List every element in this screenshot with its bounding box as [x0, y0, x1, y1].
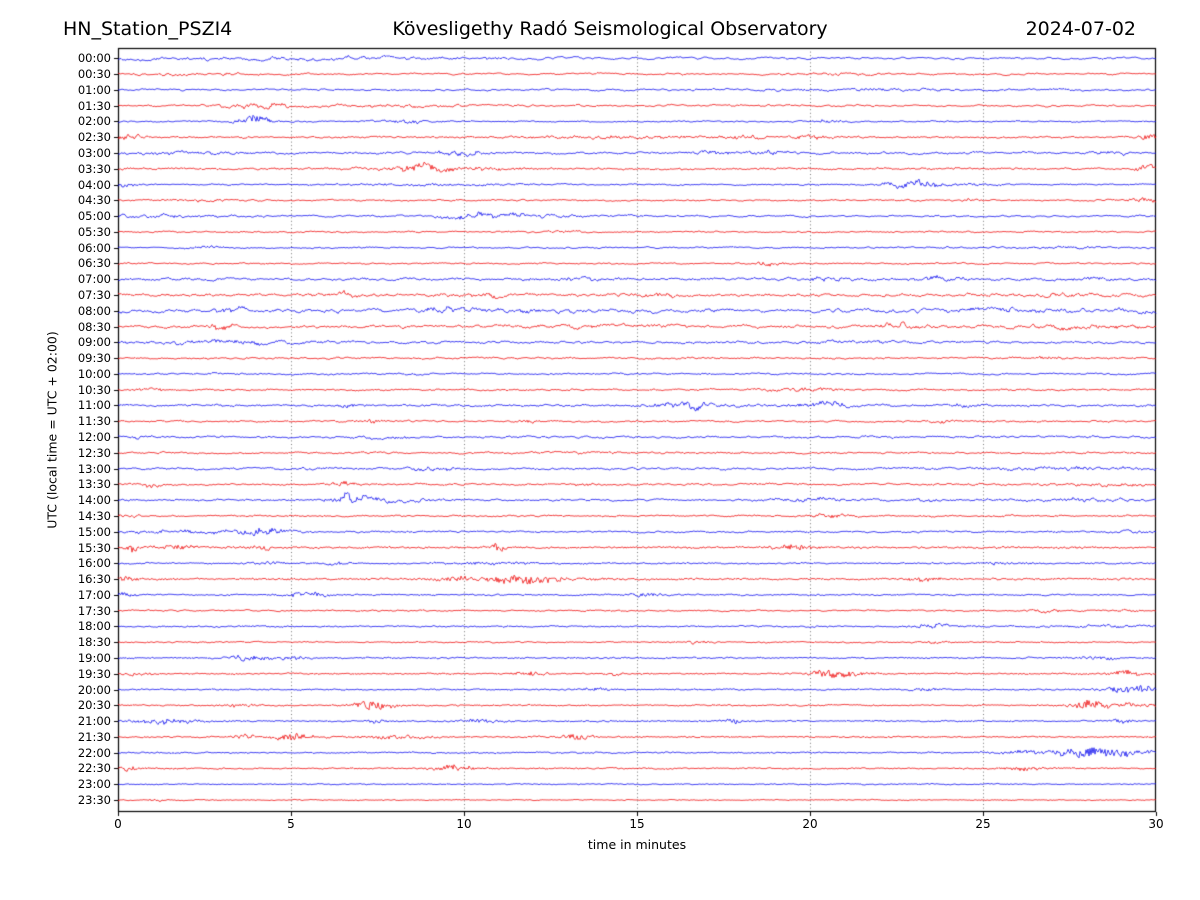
y-tick-label-03:00: 03:00 [77, 145, 111, 160]
y-tick-label-14:00: 14:00 [77, 493, 111, 508]
y-tick-label-05:00: 05:00 [77, 209, 111, 224]
y-tick-label-02:30: 02:30 [77, 130, 111, 145]
x-tick-label-30: 30 [1148, 817, 1164, 831]
y-tick-label-19:30: 19:30 [77, 666, 111, 681]
y-tick-label-06:00: 06:00 [77, 240, 111, 255]
y-tick-label-18:00: 18:00 [77, 619, 111, 634]
y-tick-label-22:00: 22:00 [77, 745, 111, 760]
y-tick-label-17:30: 17:30 [77, 603, 111, 618]
y-tick-label-11:00: 11:00 [77, 398, 111, 413]
y-tick-label-18:30: 18:30 [77, 635, 111, 650]
y-tick-label-12:00: 12:00 [77, 430, 111, 445]
y-tick-label-00:00: 00:00 [77, 51, 111, 66]
y-tick-label-20:00: 20:00 [77, 682, 111, 697]
x-tick-label-15: 15 [629, 817, 645, 831]
y-tick-label-20:30: 20:30 [77, 698, 111, 713]
y-tick-label-23:00: 23:00 [77, 777, 111, 792]
y-tick-label-08:30: 08:30 [77, 319, 111, 334]
y-tick-label-10:00: 10:00 [77, 366, 111, 381]
y-tick-label-01:00: 01:00 [77, 82, 111, 97]
y-tick-label-09:00: 09:00 [77, 335, 111, 350]
x-tick-label-20: 20 [802, 817, 818, 831]
x-tick-label-10: 10 [456, 817, 472, 831]
x-tick-label-5: 5 [287, 817, 295, 831]
y-tick-label-19:00: 19:00 [77, 650, 111, 665]
y-axis-label: UTC (local time = UTC + 02:00) [44, 331, 60, 529]
y-tick-label-03:30: 03:30 [77, 161, 111, 176]
y-tick-label-05:30: 05:30 [77, 224, 111, 239]
y-tick-label-06:30: 06:30 [77, 256, 111, 271]
y-tick-label-02:00: 02:00 [77, 114, 111, 129]
y-tick-label-12:30: 12:30 [77, 445, 111, 460]
y-tick-label-15:00: 15:00 [77, 524, 111, 539]
y-tick-label-08:00: 08:00 [77, 303, 111, 318]
y-tick-label-01:30: 01:30 [77, 98, 111, 113]
y-tick-label-13:00: 13:00 [77, 461, 111, 476]
y-tick-label-21:30: 21:30 [77, 729, 111, 744]
y-tick-label-07:30: 07:30 [77, 288, 111, 302]
y-tick-label-14:30: 14:30 [77, 508, 111, 523]
y-tick-label-04:30: 04:30 [77, 193, 111, 208]
x-axis-label: time in minutes [587, 837, 687, 852]
y-tick-label-16:30: 16:30 [77, 572, 111, 587]
x-tick-label-0: 0 [114, 817, 122, 831]
y-tick-label-00:30: 00:30 [77, 67, 111, 82]
y-tick-label-04:00: 04:00 [77, 177, 111, 192]
x-tick-label-25: 25 [975, 817, 991, 831]
y-tick-label-16:00: 16:00 [77, 556, 111, 571]
y-tick-label-13:30: 13:30 [77, 477, 111, 492]
y-tick-label-22:30: 22:30 [77, 761, 111, 776]
y-tick-label-07:00: 07:00 [77, 272, 111, 287]
y-tick-label-17:00: 17:00 [77, 587, 111, 602]
y-tick-label-23:30: 23:30 [77, 793, 111, 807]
y-tick-label-21:00: 21:00 [77, 714, 111, 729]
y-tick-label-15:30: 15:30 [77, 540, 111, 555]
y-tick-label-11:30: 11:30 [77, 414, 111, 429]
y-tick-label-10:30: 10:30 [77, 382, 111, 397]
y-tick-label-09:30: 09:30 [77, 351, 111, 366]
